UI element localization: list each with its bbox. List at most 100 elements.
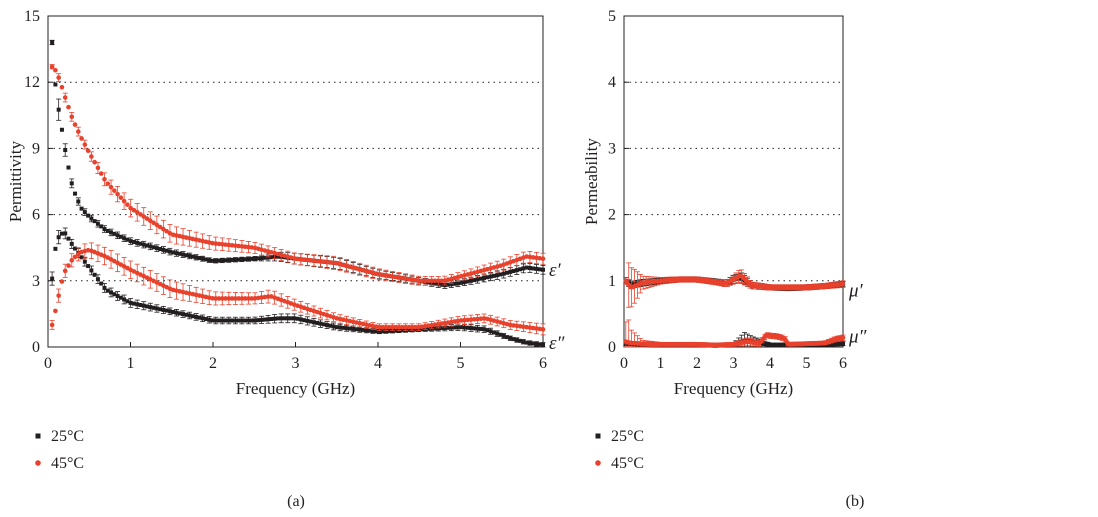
data-point <box>59 279 65 284</box>
data-point <box>233 318 238 323</box>
data-point <box>469 326 474 331</box>
data-point <box>118 195 124 200</box>
data-point <box>521 339 526 344</box>
data-point <box>426 278 431 284</box>
data-point <box>266 317 271 322</box>
data-point <box>399 324 405 330</box>
data-point <box>495 331 500 336</box>
data-point <box>144 216 150 221</box>
data-point <box>82 259 87 264</box>
data-point <box>98 171 104 176</box>
data-point <box>134 209 140 215</box>
data-point <box>478 276 483 281</box>
x-axis-title: Frequency (GHz) <box>236 379 355 398</box>
data-point <box>66 236 71 241</box>
data-point <box>148 218 153 223</box>
data-point <box>66 104 71 110</box>
data-point <box>334 325 339 330</box>
data-point <box>426 326 431 331</box>
data-point <box>62 95 68 100</box>
data-point <box>442 325 447 330</box>
data-point <box>540 327 546 332</box>
data-point <box>432 278 438 284</box>
data-point <box>446 325 451 330</box>
data-point <box>79 255 84 260</box>
data-point <box>181 252 186 257</box>
y-tick-label: 5 <box>608 8 616 25</box>
data-point <box>249 318 254 323</box>
curve-label: μ′ <box>848 281 864 302</box>
data-point <box>531 266 536 271</box>
legend-label: 45°C <box>611 455 644 472</box>
x-tick-label: 2 <box>693 355 701 372</box>
data-point <box>482 327 487 332</box>
data-point <box>429 278 435 284</box>
x-tick-label: 6 <box>839 355 847 372</box>
data-point <box>282 316 287 321</box>
data-point <box>200 256 205 261</box>
data-point <box>508 269 513 274</box>
data-point <box>86 213 91 218</box>
data-point <box>141 242 146 247</box>
data-point <box>380 324 385 330</box>
data-point <box>541 267 545 272</box>
series-45°C-imaginary <box>49 242 546 336</box>
data-point <box>249 296 255 301</box>
data-point <box>135 240 140 245</box>
data-point <box>498 332 503 337</box>
data-point <box>138 241 143 246</box>
data-point <box>338 325 343 330</box>
data-point <box>184 253 189 258</box>
data-point <box>89 268 94 273</box>
y-tick-label: 0 <box>608 339 616 356</box>
x-tick-label: 5 <box>803 355 811 372</box>
data-point <box>56 235 61 240</box>
data-point <box>501 271 506 276</box>
data-point <box>79 136 84 141</box>
data-point <box>419 278 425 284</box>
x-tick-label: 6 <box>539 355 547 372</box>
data-point <box>112 292 117 297</box>
data-point <box>53 308 58 314</box>
data-point <box>141 303 146 308</box>
curve-label: ε′ <box>549 260 561 281</box>
data-point <box>151 245 156 250</box>
data-point <box>840 281 846 287</box>
data-point <box>213 258 218 263</box>
data-point <box>131 301 136 306</box>
data-point <box>459 280 464 285</box>
data-point <box>491 273 496 278</box>
data-point <box>230 318 235 323</box>
data-point <box>419 327 424 332</box>
data-point <box>465 279 470 284</box>
data-point <box>102 285 107 290</box>
y-axis-title: Permeability <box>582 138 601 225</box>
data-point <box>275 316 280 321</box>
data-point <box>433 281 438 286</box>
data-point <box>141 214 147 219</box>
data-point <box>164 228 169 234</box>
data-point <box>315 320 320 325</box>
data-point <box>112 231 117 236</box>
data-point <box>511 337 516 342</box>
x-tick-label: 4 <box>374 355 382 372</box>
data-point <box>475 326 480 331</box>
data-point <box>449 282 454 287</box>
data-point <box>109 290 114 295</box>
data-point <box>390 324 395 330</box>
data-point <box>171 310 176 315</box>
legend-marker <box>35 433 41 439</box>
data-point <box>377 324 382 330</box>
data-point <box>527 266 532 271</box>
data-point <box>219 296 225 301</box>
data-point <box>82 210 87 215</box>
data-point <box>236 257 241 262</box>
x-tick-label: 2 <box>209 355 217 372</box>
y-axis-title: Permittivity <box>6 140 25 222</box>
data-point <box>213 296 219 301</box>
data-point <box>285 316 290 321</box>
data-point <box>400 328 405 333</box>
data-point <box>53 82 58 87</box>
data-point <box>505 335 510 340</box>
data-point <box>59 127 64 132</box>
